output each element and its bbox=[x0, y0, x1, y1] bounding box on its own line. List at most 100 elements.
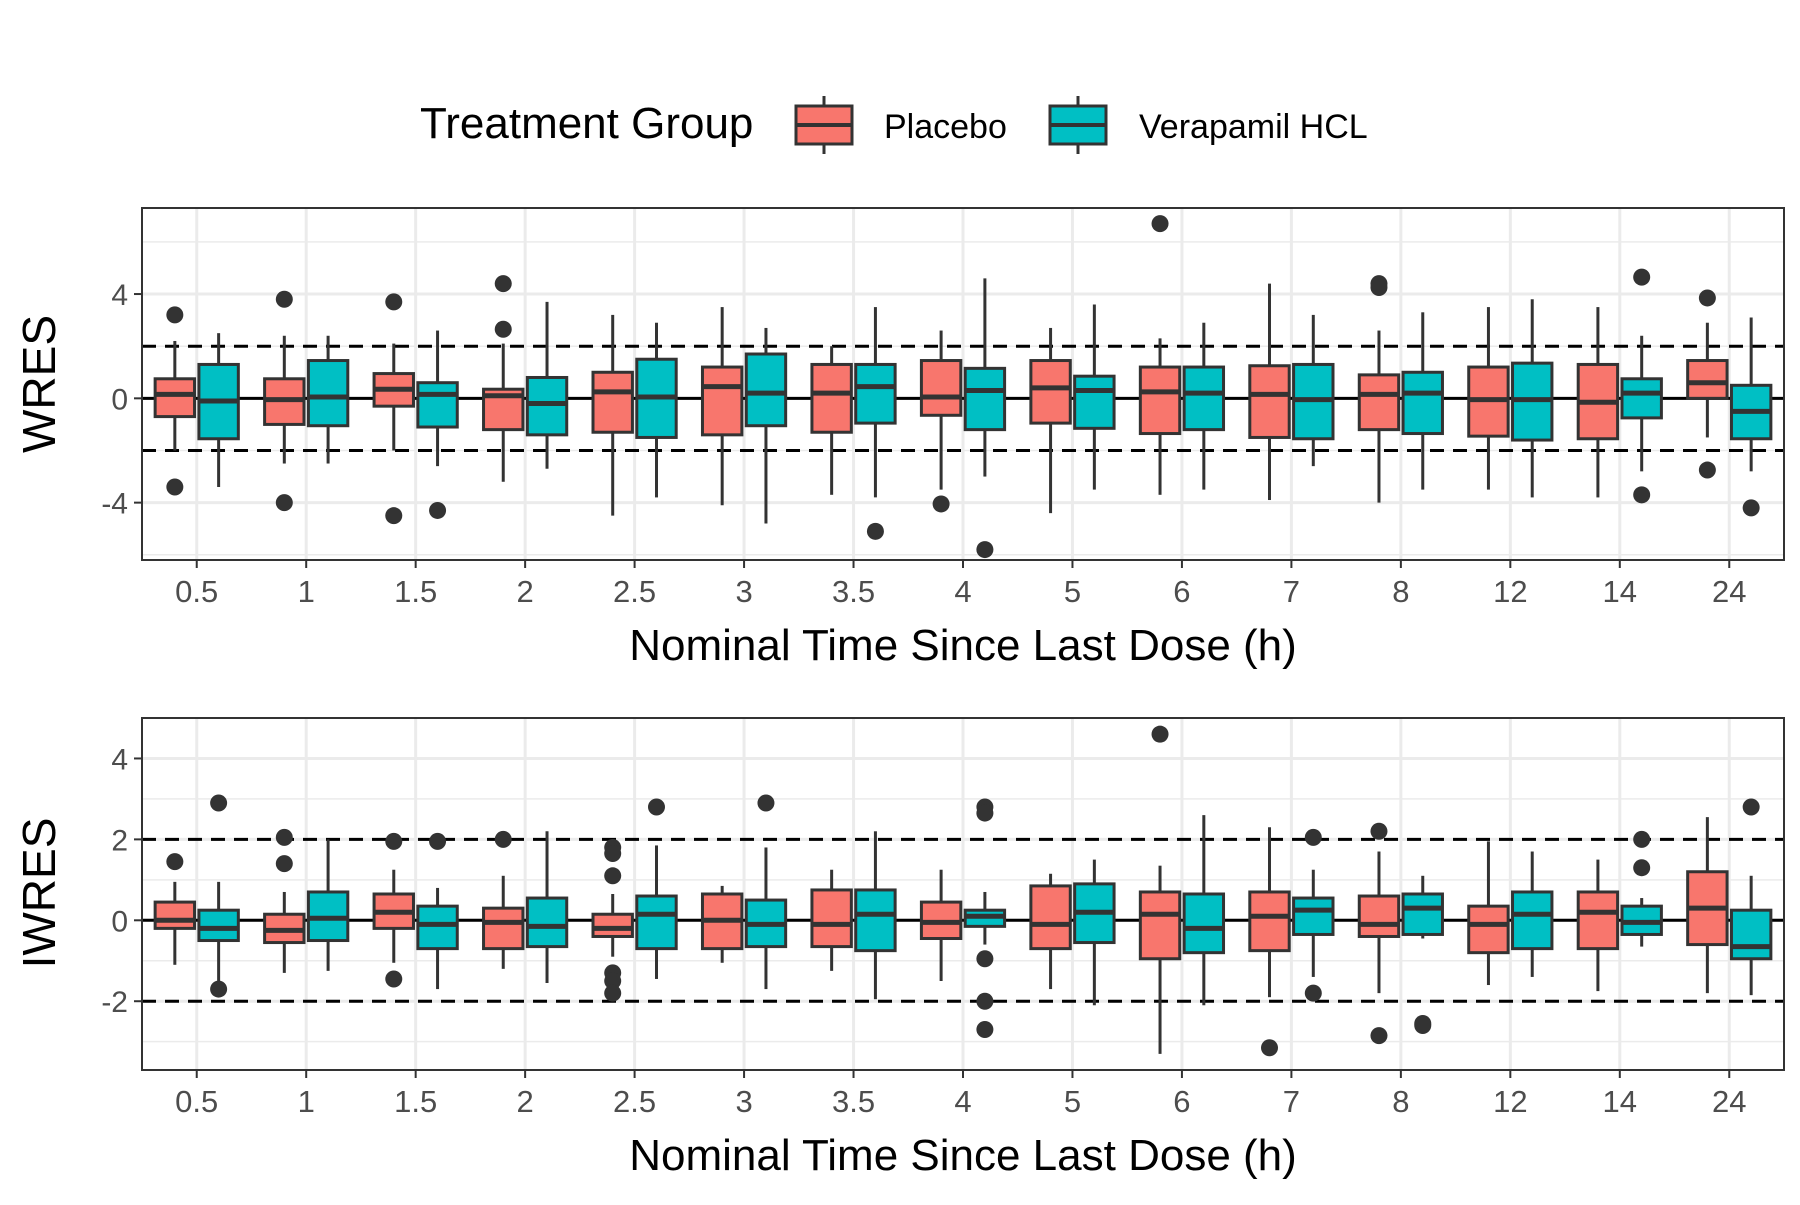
iwres-box-placebo-3.5 bbox=[810, 869, 853, 971]
wres-x-tick-label: 12 bbox=[1493, 574, 1527, 609]
box-body bbox=[1029, 359, 1072, 425]
outlier-point bbox=[604, 972, 622, 990]
legend-title: Treatment Group bbox=[420, 99, 753, 148]
wres-box-placebo-12 bbox=[1467, 307, 1510, 490]
legend-key-placebo bbox=[794, 96, 854, 154]
wres-x-tick-label: 24 bbox=[1712, 574, 1746, 609]
outlier-point bbox=[166, 853, 184, 871]
wres-box-verapamil-6 bbox=[1182, 322, 1226, 490]
outlier-point bbox=[429, 501, 447, 519]
iwres-y-tick-label: -2 bbox=[101, 986, 128, 1019]
box-body bbox=[525, 375, 569, 437]
iwres-x-tick-label: 5 bbox=[1064, 1084, 1081, 1119]
outlier-point bbox=[1370, 822, 1388, 840]
iwres-box-placebo-4 bbox=[919, 869, 963, 981]
iwres-box-placebo-0.5 bbox=[153, 853, 197, 965]
box-body bbox=[1182, 892, 1226, 955]
wres-box-placebo-0.5 bbox=[153, 306, 197, 496]
box-body bbox=[1248, 364, 1291, 439]
outlier-point bbox=[385, 507, 403, 525]
box-body bbox=[525, 896, 569, 949]
box-body bbox=[854, 362, 897, 425]
wres-panel: -4 0 4 0.5 1 1.5 2 2.5 3 3.5 4 5 6 7 8 12 14 24 WRES Nomi… bbox=[13, 207, 1785, 670]
box-body bbox=[153, 377, 197, 419]
iwres-box-placebo-2 bbox=[482, 830, 525, 969]
wres-box-placebo-1.5 bbox=[372, 293, 415, 525]
iwres-x-tick-label: 2 bbox=[517, 1084, 534, 1119]
iwres-box-placebo-8 bbox=[1357, 822, 1401, 1045]
outlier-point bbox=[1414, 1016, 1432, 1034]
outlier-point bbox=[604, 867, 622, 885]
iwres-box-verapamil-1 bbox=[306, 839, 350, 971]
wres-y-axis-label: WRES bbox=[13, 315, 65, 453]
iwres-box-verapamil-24 bbox=[1729, 798, 1773, 996]
iwres-box-placebo-14 bbox=[1576, 859, 1620, 992]
wres-box-placebo-2 bbox=[482, 275, 525, 482]
iwres-x-tick-label: 8 bbox=[1392, 1084, 1409, 1119]
iwres-x-tick-label: 12 bbox=[1493, 1084, 1527, 1119]
wres-box-placebo-8 bbox=[1357, 275, 1401, 503]
outlier-point bbox=[494, 320, 512, 338]
iwres-box-verapamil-4 bbox=[963, 798, 1007, 1039]
iwres-box-verapamil-5 bbox=[1073, 859, 1116, 1006]
box-body bbox=[197, 908, 240, 943]
outlier-point bbox=[647, 798, 665, 816]
wres-box-placebo-5 bbox=[1029, 327, 1072, 514]
box-body bbox=[1292, 896, 1335, 936]
wres-box-verapamil-2.5 bbox=[635, 322, 678, 498]
iwres-box-verapamil-0.5 bbox=[197, 794, 240, 998]
iwres-box-placebo-6 bbox=[1138, 725, 1182, 1054]
iwres-box-verapamil-12 bbox=[1511, 851, 1554, 977]
iwres-box-placebo-12 bbox=[1467, 841, 1510, 986]
outlier-point bbox=[1261, 1039, 1279, 1057]
iwres-x-tick-label: 0.5 bbox=[175, 1084, 218, 1119]
wres-box-verapamil-24 bbox=[1729, 317, 1773, 517]
wres-box-placebo-24 bbox=[1686, 289, 1729, 479]
iwres-box-verapamil-2.5 bbox=[635, 798, 678, 979]
wres-x-tick-label: 6 bbox=[1173, 574, 1190, 609]
wres-box-verapamil-5 bbox=[1073, 304, 1116, 490]
iwres-y-tick-label: 2 bbox=[111, 824, 128, 857]
wres-box-verapamil-14 bbox=[1620, 268, 1663, 504]
wres-x-tick-label: 0.5 bbox=[175, 574, 218, 609]
wres-box-verapamil-3.5 bbox=[854, 307, 897, 540]
wres-box-verapamil-2 bbox=[525, 301, 569, 469]
iwres-x-tick-label: 24 bbox=[1712, 1084, 1746, 1119]
iwres-box-placebo-2.5 bbox=[591, 838, 634, 1002]
box-body bbox=[1576, 890, 1620, 951]
wres-box-placebo-14 bbox=[1576, 307, 1620, 498]
box-body bbox=[1686, 359, 1729, 400]
iwres-box-placebo-1.5 bbox=[372, 832, 415, 988]
wres-box-placebo-7 bbox=[1248, 283, 1291, 501]
box-body bbox=[963, 366, 1007, 432]
outlier-point bbox=[1151, 215, 1169, 233]
wres-box-verapamil-3 bbox=[744, 327, 788, 524]
iwres-x-tick-label: 2.5 bbox=[613, 1084, 656, 1119]
outlier-point bbox=[604, 845, 622, 863]
wres-y-tick-label: 0 bbox=[111, 383, 128, 416]
wres-box-verapamil-1 bbox=[306, 335, 350, 464]
outlier-point bbox=[275, 828, 293, 846]
outlier-point bbox=[1742, 499, 1760, 517]
wres-x-tick-label: 5 bbox=[1064, 574, 1081, 609]
iwres-x-tick-label: 4 bbox=[954, 1084, 971, 1119]
box-body bbox=[1357, 894, 1401, 938]
outlier-point bbox=[429, 832, 447, 850]
wres-x-tick-label: 2 bbox=[517, 574, 534, 609]
box-body bbox=[810, 362, 853, 434]
outlier-point bbox=[1151, 725, 1169, 743]
iwres-box-placebo-5 bbox=[1029, 873, 1072, 990]
wres-box-verapamil-0.5 bbox=[197, 333, 240, 487]
box-body bbox=[1138, 890, 1182, 961]
wres-box-verapamil-1.5 bbox=[416, 330, 459, 519]
box-body bbox=[635, 894, 678, 951]
box-body bbox=[591, 912, 634, 938]
outlier-point bbox=[1633, 486, 1651, 504]
outlier-point bbox=[275, 494, 293, 512]
wres-box-placebo-1 bbox=[263, 290, 306, 512]
iwres-box-verapamil-1.5 bbox=[416, 832, 459, 990]
wres-box-verapamil-12 bbox=[1511, 299, 1554, 498]
iwres-box-verapamil-8 bbox=[1401, 875, 1444, 1034]
iwres-box-verapamil-7 bbox=[1292, 828, 1335, 1002]
